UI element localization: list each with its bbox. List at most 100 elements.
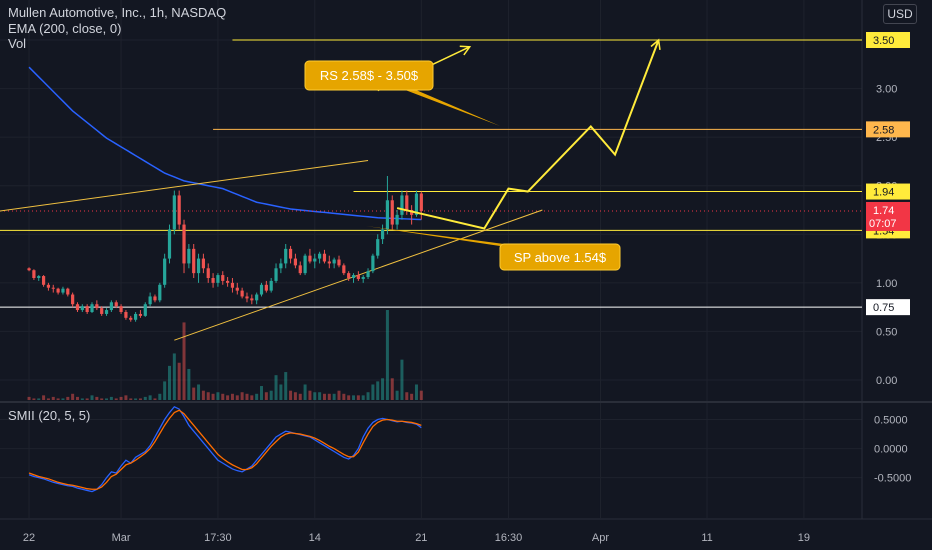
- price-countdown: 07:07: [869, 218, 897, 230]
- candle-body: [255, 294, 259, 301]
- candle-body: [192, 248, 196, 274]
- candle-body: [104, 310, 109, 314]
- candle-body: [32, 270, 36, 278]
- indicator-tick-label: 0.0000: [874, 444, 908, 456]
- candle-body: [245, 296, 249, 299]
- volume-bar: [260, 386, 264, 400]
- currency-button[interactable]: USD: [883, 4, 917, 24]
- candle-body: [332, 259, 336, 264]
- candle-body: [284, 248, 288, 264]
- volume-bar: [322, 393, 326, 400]
- volume-bar: [356, 395, 360, 400]
- volume-bar: [134, 398, 138, 400]
- chart-title: Mullen Automotive, Inc., 1h, NASDAQ: [8, 5, 227, 20]
- candle-body: [143, 304, 147, 316]
- candle-body: [385, 200, 390, 230]
- candle-body: [66, 288, 70, 295]
- volume-bar: [172, 353, 176, 400]
- volume-bar: [129, 398, 133, 400]
- volume-bar: [66, 396, 70, 400]
- candle-body: [313, 258, 317, 262]
- candle-body: [148, 296, 152, 305]
- volume-bar: [182, 322, 186, 400]
- volume-bar: [366, 392, 370, 400]
- volume-bar: [235, 395, 239, 400]
- candle-body: [211, 278, 215, 283]
- candle-body: [400, 195, 404, 215]
- candle-body: [274, 268, 278, 281]
- x-tick-label: 17:30: [204, 532, 232, 544]
- candle-body: [226, 280, 230, 283]
- candle-body: [61, 288, 65, 293]
- candle-body: [351, 275, 356, 278]
- candle-body: [167, 229, 172, 259]
- volume-bar: [318, 392, 322, 400]
- volume-bar: [27, 396, 31, 400]
- candle-body: [395, 214, 399, 225]
- price-level-tag-label: 3.50: [873, 35, 894, 47]
- volume-bar: [71, 393, 75, 400]
- x-tick-label: 19: [798, 532, 810, 544]
- candle-body: [153, 296, 157, 301]
- candle-body: [90, 304, 94, 312]
- callout-box: [304, 60, 434, 91]
- volume-bar: [216, 392, 220, 400]
- volume-bar: [226, 395, 230, 400]
- volume-bar: [414, 384, 418, 400]
- volume-bar: [51, 396, 55, 400]
- volume-bar: [385, 310, 389, 400]
- x-tick-label: 22: [23, 532, 35, 544]
- volume-bar: [105, 398, 109, 400]
- volume-bar: [61, 398, 65, 400]
- candle-body: [27, 268, 31, 271]
- volume-bar: [201, 390, 205, 400]
- ema-line: [28, 66, 422, 221]
- candle-body: [322, 253, 327, 262]
- volume-bar: [274, 375, 278, 400]
- candle-body: [269, 280, 273, 291]
- volume-bar: [381, 378, 385, 400]
- volume-bar: [221, 393, 225, 400]
- price-level-tag: [866, 299, 910, 316]
- volume-bar: [32, 398, 36, 400]
- candle-body: [308, 255, 312, 262]
- volume-bar: [95, 396, 99, 400]
- callout-pointer: [366, 226, 520, 246]
- candle-body: [356, 275, 360, 279]
- candle-body: [95, 304, 99, 309]
- candle-body: [259, 284, 264, 295]
- candle-body: [85, 306, 89, 312]
- volume-bar: [313, 392, 317, 400]
- volume-bar: [395, 390, 399, 400]
- volume-bar: [327, 393, 331, 400]
- volume-bar: [250, 395, 254, 400]
- volume-bar: [347, 395, 351, 400]
- price-level-tag-label: 0.75: [873, 302, 894, 314]
- volume-bar: [138, 398, 142, 400]
- candle-body: [196, 258, 201, 274]
- candle-body: [288, 248, 293, 259]
- candle-body: [293, 258, 298, 266]
- callout-label: SP above 1.54$: [514, 250, 607, 265]
- candle-body: [221, 275, 225, 281]
- candle-body: [182, 224, 186, 264]
- volume-bar: [245, 393, 249, 400]
- volume-bar: [376, 381, 380, 400]
- volume-bar: [405, 392, 409, 400]
- volume-bar: [289, 390, 293, 400]
- volume-bar: [197, 384, 201, 400]
- volume-bar: [56, 398, 60, 400]
- smii-line: [28, 405, 422, 493]
- volume-bar: [124, 395, 128, 400]
- y-tick-label: 0.00: [876, 375, 897, 387]
- volume-bar: [100, 398, 104, 400]
- volume-bar: [410, 393, 414, 400]
- candle-body: [405, 195, 409, 210]
- candle-body: [279, 263, 283, 269]
- candle-body: [37, 276, 41, 278]
- volume-bar: [148, 395, 152, 400]
- candle-body: [124, 312, 128, 318]
- callout-box: [499, 243, 621, 271]
- volume-bar: [279, 384, 283, 400]
